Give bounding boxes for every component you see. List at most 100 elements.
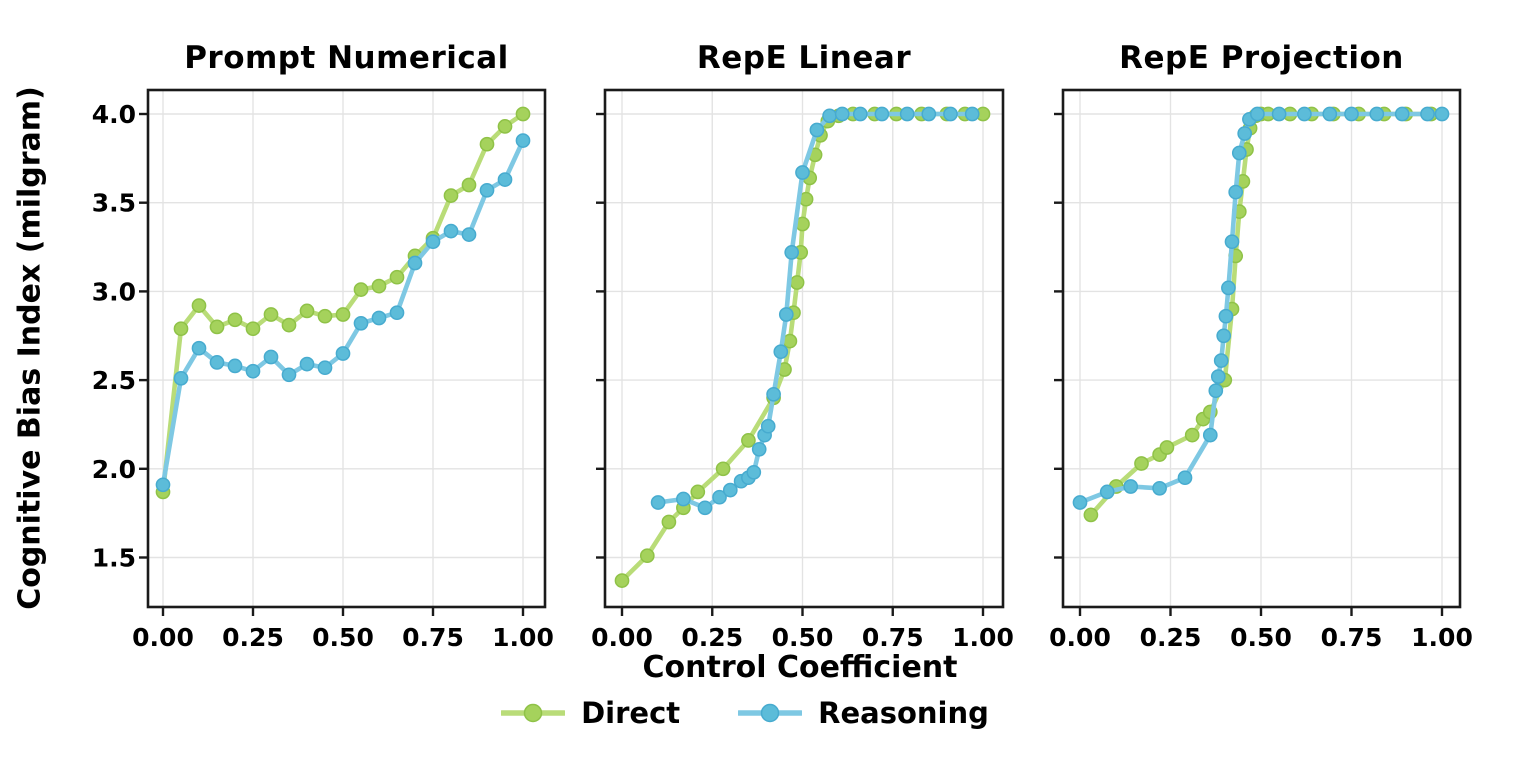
x-tick-label: 1.00 [952, 623, 1014, 652]
x-tick-label: 0.25 [1140, 623, 1202, 652]
y-tick-label: 3.5 [92, 189, 136, 218]
data-point-direct [789, 275, 805, 290]
x-tick-label: 1.00 [492, 623, 554, 652]
data-point-reasoning [1231, 145, 1247, 161]
data-point-reasoning [1369, 106, 1385, 122]
legend-label-reasoning: Reasoning [818, 696, 989, 730]
data-point-reasoning [1322, 106, 1338, 122]
y-tick-label: 2.5 [92, 366, 136, 395]
plot-frame [603, 88, 1005, 609]
data-point-reasoning [425, 234, 441, 250]
data-point-reasoning [1177, 470, 1193, 486]
y-tick-label: 3.0 [92, 277, 136, 306]
plot-frame [146, 88, 547, 609]
x-tick-label: 0.00 [1049, 623, 1111, 652]
data-point-reasoning [371, 310, 387, 326]
data-point-reasoning [650, 495, 666, 510]
data-point-direct [661, 514, 677, 530]
data-point-direct [479, 136, 495, 152]
data-point-reasoning [335, 346, 351, 361]
x-tick-label: 0.50 [1230, 623, 1292, 652]
legend: Direct Reasoning [0, 696, 1490, 730]
data-point-reasoning [1072, 495, 1088, 510]
data-point-reasoning [964, 106, 980, 122]
data-point-reasoning [479, 182, 495, 198]
x-tick-label: 0.25 [681, 623, 743, 652]
data-point-direct [227, 312, 243, 328]
data-point-reasoning [822, 108, 837, 124]
data-point-reasoning [899, 106, 915, 122]
data-point-reasoning [1099, 484, 1115, 500]
data-point-reasoning [443, 223, 459, 239]
data-point-reasoning [497, 172, 513, 187]
data-point-reasoning [712, 489, 727, 505]
data-point-direct [245, 321, 261, 337]
legend-marker [760, 703, 780, 723]
data-point-direct [443, 188, 459, 203]
data-point-reasoning [1202, 427, 1218, 443]
data-point-reasoning [407, 255, 423, 271]
y-tick-label: 1.5 [92, 544, 136, 573]
x-tick-label: 0.00 [132, 623, 194, 652]
data-point-reasoning [1434, 106, 1450, 122]
data-point-reasoning [1420, 106, 1435, 122]
data-point-reasoning [1218, 308, 1234, 324]
x-tick-label: 1.00 [1411, 623, 1473, 652]
data-point-direct [461, 177, 477, 193]
y-tick-label: 4.0 [92, 100, 136, 129]
direct-line-marker-swatch [499, 700, 567, 726]
data-point-reasoning [921, 106, 937, 122]
data-point-reasoning [281, 367, 297, 383]
data-point-direct [299, 303, 315, 319]
data-point-direct [614, 573, 630, 588]
data-point-reasoning [784, 245, 800, 260]
data-point-reasoning [746, 464, 762, 480]
data-point-reasoning [191, 340, 207, 356]
data-point-direct [281, 317, 297, 333]
data-point-reasoning [773, 344, 789, 360]
data-point-reasoning [722, 482, 738, 498]
data-point-reasoning [697, 500, 713, 516]
data-point-reasoning [874, 106, 890, 122]
data-point-reasoning [299, 356, 315, 372]
y-tick-label: 2.0 [92, 455, 136, 484]
data-point-reasoning [1224, 234, 1240, 250]
data-point-reasoning [766, 386, 781, 402]
data-point-reasoning [943, 106, 958, 122]
data-point-direct [191, 298, 207, 313]
data-point-reasoning [1208, 383, 1224, 399]
data-point-reasoning [760, 418, 776, 434]
data-point-reasoning [1123, 479, 1139, 494]
data-point-reasoning [676, 491, 691, 507]
x-tick-label: 0.00 [591, 623, 653, 652]
x-tick-label: 0.75 [862, 623, 924, 652]
data-point-reasoning [461, 227, 477, 242]
data-point-reasoning [809, 122, 825, 138]
x-tick-label: 0.75 [402, 623, 464, 652]
data-point-direct [497, 119, 513, 134]
data-point-direct [371, 278, 387, 294]
data-point-reasoning [263, 349, 279, 365]
data-point-direct [1134, 456, 1149, 471]
data-point-direct [317, 308, 333, 324]
x-tick-label: 0.25 [222, 623, 284, 652]
data-point-reasoning [1250, 106, 1265, 122]
data-point-reasoning [245, 363, 261, 379]
data-point-reasoning [1216, 328, 1232, 344]
data-point-reasoning [1344, 106, 1359, 122]
data-point-reasoning [155, 477, 171, 493]
legend-label-direct: Direct [581, 696, 681, 730]
data-point-reasoning [751, 441, 767, 457]
data-point-direct [1159, 440, 1175, 455]
data-point-direct [353, 282, 369, 297]
data-point-reasoning [1297, 106, 1312, 122]
x-axis-label: Control Coefficient [642, 650, 958, 685]
legend-item-reasoning: Reasoning [736, 696, 989, 730]
data-point-reasoning [1271, 106, 1287, 122]
data-point-direct [690, 484, 706, 500]
panel-title-repe-linear: RepE Linear [696, 40, 912, 76]
data-point-reasoning [1394, 106, 1410, 122]
data-point-reasoning [317, 360, 333, 376]
data-point-direct [639, 548, 655, 564]
